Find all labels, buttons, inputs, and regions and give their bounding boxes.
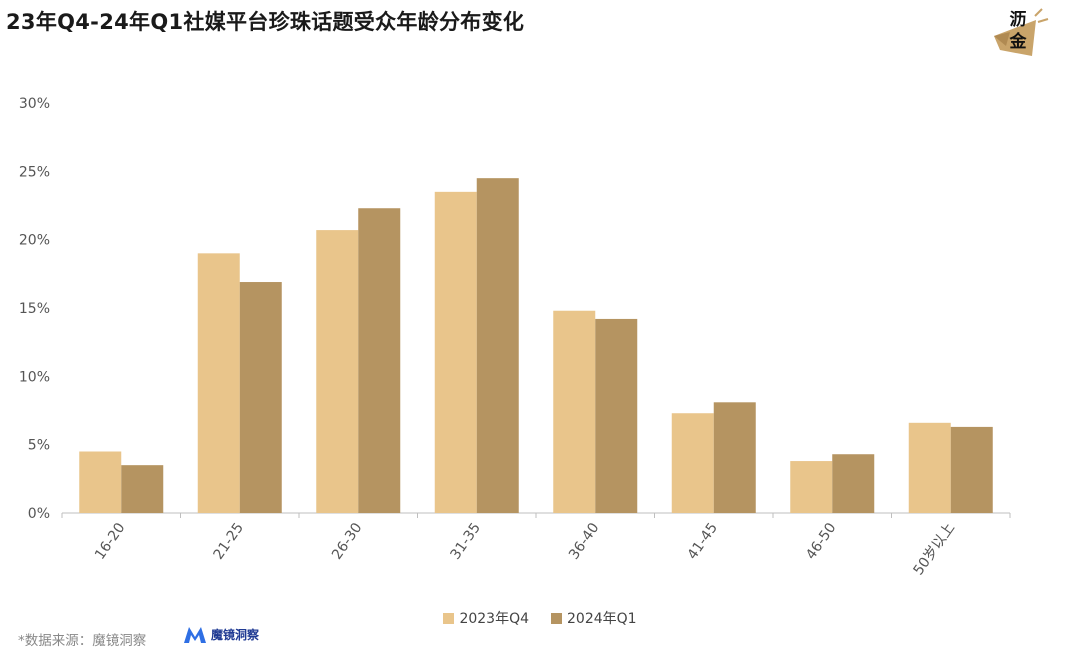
bar-2023q4 <box>553 310 596 513</box>
bar-2023q4 <box>434 191 477 514</box>
x-tick-label: 16-20 <box>92 520 128 563</box>
bar-2023q4 <box>79 451 122 513</box>
bar-2023q4 <box>908 422 951 513</box>
y-tick-label: 0% <box>28 506 50 522</box>
y-tick-label: 20% <box>19 233 50 249</box>
x-tick-label: 36-40 <box>566 520 602 563</box>
x-tick-label: 41-45 <box>685 520 721 563</box>
y-tick-label: 10% <box>19 369 50 385</box>
x-tick-label: 26-30 <box>329 520 365 563</box>
bar-2024q1 <box>713 402 756 513</box>
x-tick-label: 31-35 <box>448 520 484 563</box>
legend-swatch-2024q1 <box>551 612 562 624</box>
y-tick-label: 15% <box>19 301 50 317</box>
legend-item-2023q4: 2023年Q4 <box>443 608 529 628</box>
legend-label-2023q4: 2023年Q4 <box>459 611 529 627</box>
legend-swatch-2023q4 <box>443 612 455 624</box>
legend-item-2024q1: 2024年Q1 <box>551 608 637 628</box>
logo-text-top: 沥 <box>1009 10 1027 30</box>
y-tick-label: 30% <box>19 96 50 112</box>
y-tick-label: 25% <box>19 164 50 180</box>
bar-2024q1 <box>832 454 875 513</box>
bar-2024q1 <box>239 282 282 513</box>
bar-2023q4 <box>790 461 833 513</box>
logo-icon <box>994 8 1049 56</box>
bar-2024q1 <box>950 426 993 513</box>
legend: 2023年Q4 2024年Q1 <box>0 608 1080 628</box>
x-tick-label: 21-25 <box>211 520 247 563</box>
brand-m-icon <box>184 627 206 643</box>
bar-2023q4 <box>316 230 359 513</box>
brand-logo: 魔镜洞察 <box>183 626 259 644</box>
source-note: *数据来源：魔镜洞察 <box>18 633 147 649</box>
legend-label-2024q1: 2024年Q1 <box>567 611 637 627</box>
logo-text-bottom: 金 <box>1009 32 1027 52</box>
bar-2024q1 <box>121 465 164 513</box>
bar-2023q4 <box>197 253 240 514</box>
bar-2024q1 <box>476 178 519 513</box>
chart-title: 23年Q4-24年Q1社媒平台珍珠话题受众年龄分布变化 <box>6 10 525 34</box>
x-tick-label: 50岁以上 <box>911 520 958 578</box>
x-tick-label: 46-50 <box>803 520 839 563</box>
bar-2024q1 <box>595 318 638 513</box>
brand-name: 魔镜洞察 <box>211 628 260 642</box>
y-tick-label: 5% <box>28 438 50 454</box>
bar-2024q1 <box>358 208 401 513</box>
bar-2023q4 <box>671 413 714 513</box>
